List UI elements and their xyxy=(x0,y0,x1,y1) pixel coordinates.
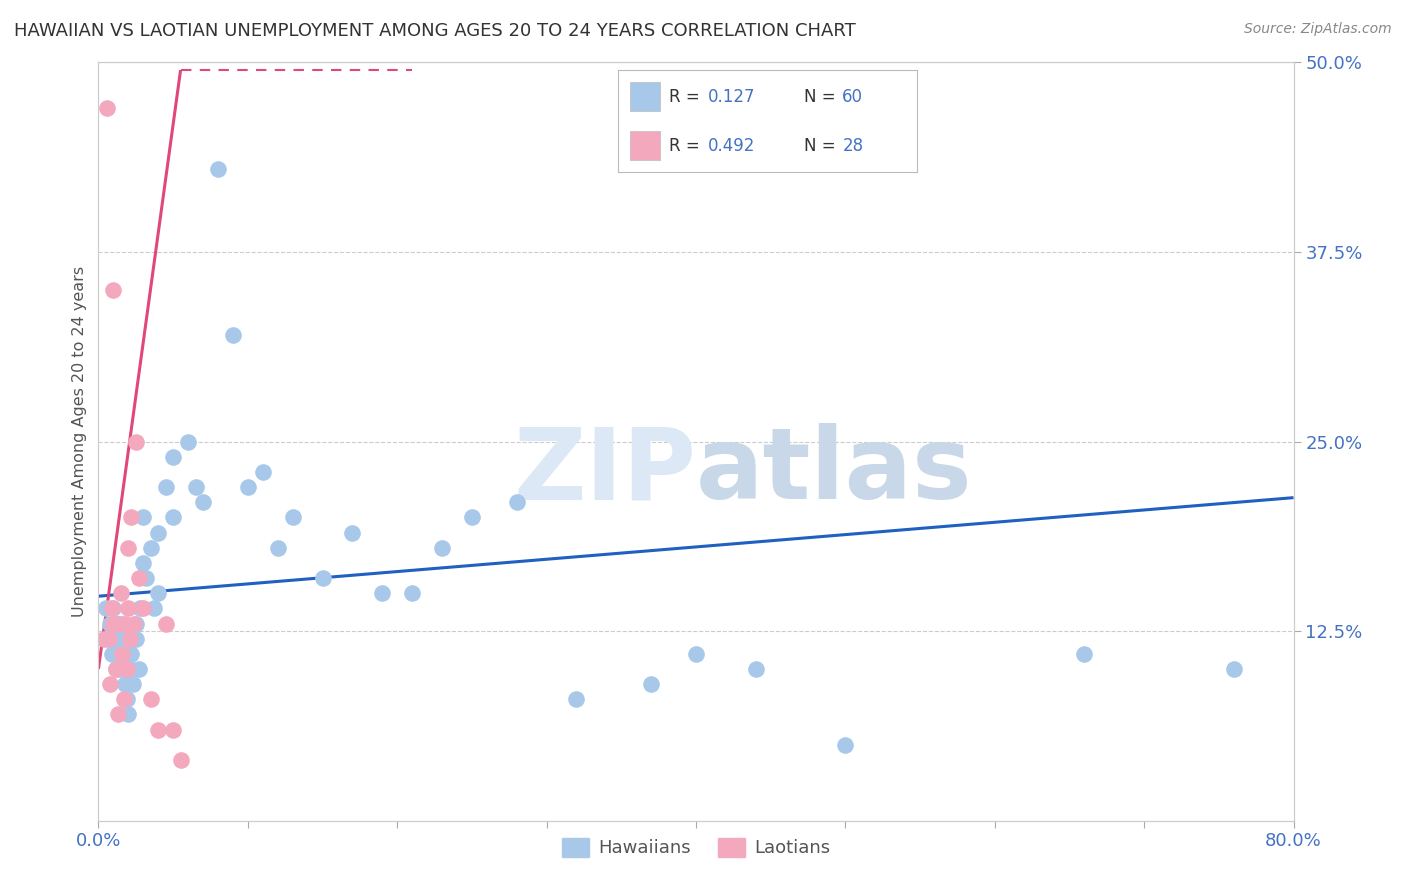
Point xyxy=(118,662,141,676)
Text: ZIP: ZIP xyxy=(513,424,696,520)
Point xyxy=(98,616,122,631)
Point xyxy=(120,510,142,524)
Point xyxy=(311,571,333,585)
Point xyxy=(191,495,214,509)
Point xyxy=(129,601,152,615)
Point xyxy=(94,601,117,615)
Point xyxy=(685,647,707,661)
Point xyxy=(105,662,128,676)
Point xyxy=(155,616,177,631)
Point xyxy=(107,632,129,646)
Point xyxy=(1073,647,1095,661)
Point xyxy=(148,586,170,600)
Point xyxy=(267,541,290,555)
Point xyxy=(162,723,184,737)
Point xyxy=(97,632,120,646)
Point xyxy=(142,601,165,615)
Text: atlas: atlas xyxy=(696,424,973,520)
Point xyxy=(148,723,170,737)
Point xyxy=(93,632,115,646)
Point xyxy=(132,510,155,524)
Point xyxy=(115,662,138,676)
Point xyxy=(112,692,135,706)
Point xyxy=(117,632,139,646)
Point xyxy=(117,541,139,555)
Point xyxy=(184,480,207,494)
Point xyxy=(117,647,139,661)
Point xyxy=(103,601,125,615)
Point xyxy=(430,541,453,555)
Point xyxy=(125,616,148,631)
Point xyxy=(97,632,120,646)
Point xyxy=(114,677,136,691)
Point xyxy=(371,586,394,600)
Y-axis label: Unemployment Among Ages 20 to 24 years: Unemployment Among Ages 20 to 24 years xyxy=(72,266,87,617)
Text: Source: ZipAtlas.com: Source: ZipAtlas.com xyxy=(1244,22,1392,37)
Point xyxy=(96,101,118,115)
Point xyxy=(111,632,134,646)
Point xyxy=(342,525,364,540)
Point xyxy=(252,465,274,479)
Point xyxy=(139,541,162,555)
Point xyxy=(1223,662,1246,676)
Point xyxy=(565,692,588,706)
Text: HAWAIIAN VS LAOTIAN UNEMPLOYMENT AMONG AGES 20 TO 24 YEARS CORRELATION CHART: HAWAIIAN VS LAOTIAN UNEMPLOYMENT AMONG A… xyxy=(14,22,856,40)
Point xyxy=(162,450,184,464)
Point xyxy=(139,692,162,706)
Point xyxy=(132,601,155,615)
Point xyxy=(112,662,135,676)
Point xyxy=(207,161,229,176)
Point xyxy=(125,434,148,449)
Point xyxy=(103,616,125,631)
Point xyxy=(107,707,129,722)
Legend: Hawaiians, Laotians: Hawaiians, Laotians xyxy=(555,830,837,864)
Point xyxy=(155,480,177,494)
Point xyxy=(169,753,191,767)
Point xyxy=(105,616,128,631)
Point xyxy=(101,647,124,661)
Point xyxy=(110,662,132,676)
Point xyxy=(132,556,155,570)
Point xyxy=(162,510,184,524)
Point xyxy=(107,616,129,631)
Point xyxy=(98,677,122,691)
Point xyxy=(111,647,134,661)
Point xyxy=(124,616,146,631)
Point xyxy=(745,662,768,676)
Point xyxy=(461,510,484,524)
Point xyxy=(128,571,150,585)
Point xyxy=(120,647,142,661)
Point xyxy=(640,677,662,691)
Point xyxy=(148,525,170,540)
Point xyxy=(401,586,423,600)
Point xyxy=(125,632,148,646)
Point xyxy=(135,571,157,585)
Point xyxy=(118,632,141,646)
Point xyxy=(108,616,131,631)
Point xyxy=(128,662,150,676)
Point xyxy=(117,707,139,722)
Point xyxy=(110,586,132,600)
Point xyxy=(101,601,124,615)
Point xyxy=(281,510,304,524)
Point xyxy=(506,495,529,509)
Point xyxy=(115,692,138,706)
Point xyxy=(111,616,134,631)
Point xyxy=(117,601,139,615)
Point xyxy=(110,647,132,661)
Point xyxy=(177,434,200,449)
Point xyxy=(103,283,125,297)
Point xyxy=(114,616,136,631)
Point xyxy=(834,738,856,752)
Point xyxy=(105,662,128,676)
Point xyxy=(121,677,143,691)
Point xyxy=(222,328,245,343)
Point xyxy=(236,480,259,494)
Point xyxy=(103,632,125,646)
